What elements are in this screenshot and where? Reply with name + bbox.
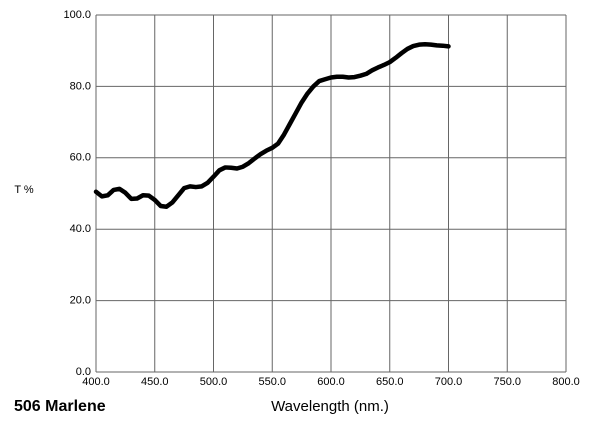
y-tick-label: 20.0 bbox=[70, 295, 91, 307]
x-tick-label: 550.0 bbox=[258, 376, 286, 388]
x-axis-label: Wavelength (nm.) bbox=[271, 398, 389, 415]
y-tick-label: 60.0 bbox=[70, 152, 91, 164]
y-axis-label: T % bbox=[14, 184, 34, 196]
y-tick-label: 0.0 bbox=[76, 366, 91, 378]
data-line bbox=[93, 42, 451, 209]
x-tick-label: 600.0 bbox=[317, 376, 345, 388]
x-tick-label: 400.0 bbox=[82, 376, 110, 388]
x-tick-label: 650.0 bbox=[376, 376, 404, 388]
y-tick-label: 80.0 bbox=[70, 80, 91, 92]
x-tick-label: 750.0 bbox=[493, 376, 521, 388]
chart-title: 506 Marlene bbox=[14, 398, 106, 415]
y-tick-label: 40.0 bbox=[70, 223, 91, 235]
x-tick-label: 500.0 bbox=[200, 376, 228, 388]
x-tick-label: 800.0 bbox=[552, 376, 580, 388]
x-tick-label: 700.0 bbox=[435, 376, 463, 388]
x-tick-label: 450.0 bbox=[141, 376, 169, 388]
y-tick-label: 100.0 bbox=[63, 9, 91, 21]
